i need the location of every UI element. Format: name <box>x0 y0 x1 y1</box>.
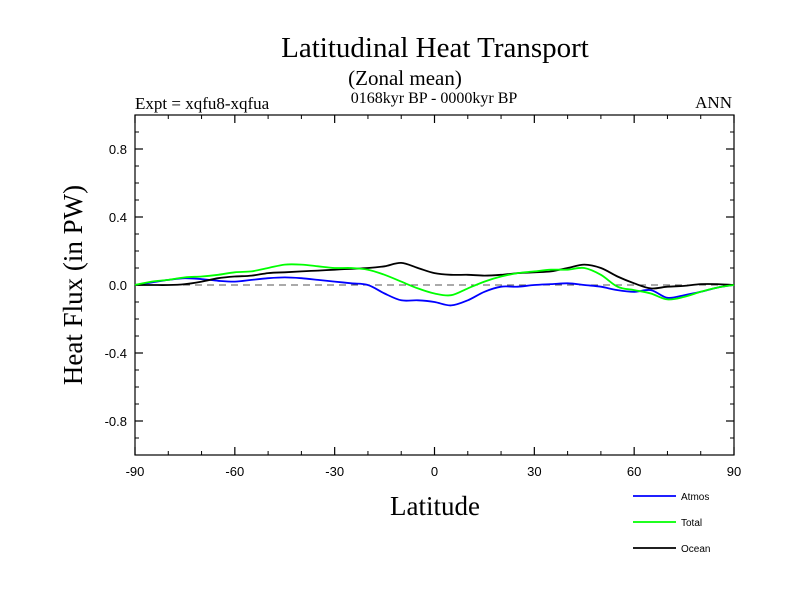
season-label: ANN <box>695 93 732 112</box>
plot-area: -0.8 -0.4 0.0 0.4 0.8 -90 -60 -30 0 30 60 90 <box>105 114 741 479</box>
legend: Atmos Total Ocean <box>633 492 710 555</box>
y-tick-label: -0.4 <box>105 346 127 361</box>
legend-label-atmos: Atmos <box>681 492 709 503</box>
series-line-atmos <box>134 276 735 307</box>
series-line-ocean <box>135 261 735 290</box>
x-tick-label: 0 <box>431 464 438 479</box>
y-tick-label: 0.8 <box>109 142 127 157</box>
y-tick-label: -0.8 <box>105 414 127 429</box>
period-label: 0168kyr BP - 0000kyr BP <box>351 90 518 107</box>
x-tick-label: -60 <box>225 464 244 479</box>
x-axis-title: Latitude <box>390 491 480 521</box>
y-axis-title: Heat Flux (in PW) <box>58 185 88 385</box>
x-tick-label: -90 <box>126 464 145 479</box>
chart-subtitle: (Zonal mean) <box>348 66 462 90</box>
y-tick-label: 0.0 <box>109 278 127 293</box>
legend-label-total: Total <box>681 518 702 529</box>
x-tick-label: 30 <box>527 464 541 479</box>
x-tick-label: 90 <box>727 464 741 479</box>
x-tick-label: 60 <box>627 464 641 479</box>
series-line-total <box>134 263 735 301</box>
y-tick-label: 0.4 <box>109 210 127 225</box>
chart-title: Latitudinal Heat Transport <box>281 32 589 64</box>
legend-label-ocean: Ocean <box>681 544 710 555</box>
x-tick-label: -30 <box>325 464 344 479</box>
experiment-label: Expt = xqfu8-xqfua <box>135 94 270 113</box>
